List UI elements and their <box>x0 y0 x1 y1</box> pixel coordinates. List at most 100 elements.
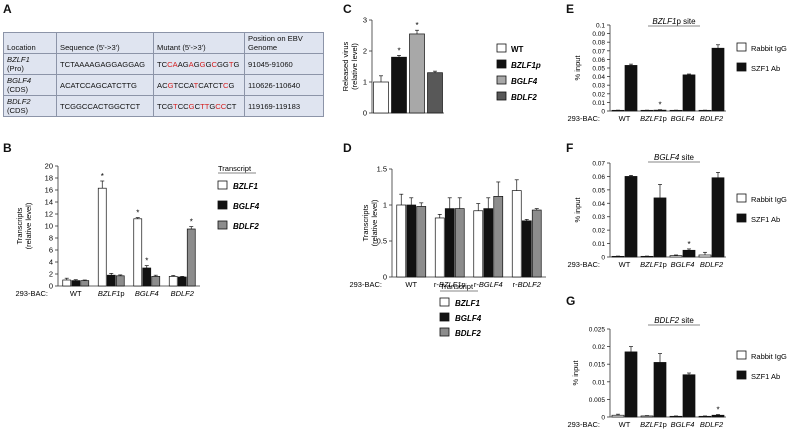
significance-star: * <box>415 21 418 30</box>
panel-letter-d: D <box>343 141 352 155</box>
bar <box>483 208 494 278</box>
y-tick-label: 3 <box>363 16 367 25</box>
sequence-segment: G <box>209 101 216 111</box>
legend-swatch <box>217 220 228 230</box>
y-tick-label: 1 <box>363 78 367 87</box>
gene-region: (CDS) <box>7 106 29 115</box>
y-tick-label: 0.03 <box>592 214 605 221</box>
mutated-base: G <box>199 59 206 69</box>
x-category-label-part: BGLF4 <box>479 280 503 289</box>
table-header-row: Location Sequence (5'->3') Mutant (5'->3… <box>3 32 324 54</box>
significance-star: * <box>136 209 139 218</box>
x-category-label: WT <box>619 420 631 429</box>
table-row: BZLF1 (Pro) TCTAAAAGAGGAGGAG TCCAAGAGGGCG… <box>3 53 324 75</box>
y-axis-label: % input <box>573 55 582 81</box>
bar <box>416 206 427 278</box>
mutated-base: A <box>188 59 194 69</box>
bar <box>653 362 667 418</box>
bar <box>711 414 725 418</box>
x-category-label-part: BDLF2 <box>700 420 724 429</box>
legend-label: Rabbit IgG <box>751 195 787 204</box>
bar <box>427 72 443 114</box>
bar <box>624 65 638 112</box>
bar <box>521 220 532 278</box>
legend-label: BZLF1 <box>233 182 258 191</box>
bar <box>80 280 90 287</box>
mutated-base: G <box>167 80 174 90</box>
bar <box>454 208 465 278</box>
chart-title-part: BZLF1 <box>652 17 676 26</box>
y-tick-label: 14 <box>45 198 53 207</box>
bar <box>669 415 683 418</box>
bar <box>698 254 712 258</box>
bar <box>444 208 455 278</box>
x-category-label-part: p <box>663 260 667 269</box>
chart-title: BDLF2 site <box>654 316 694 325</box>
y-tick-label: 0.02 <box>592 91 605 98</box>
bar <box>409 33 425 114</box>
bar <box>115 275 125 287</box>
y-tick-label: 0 <box>601 109 605 116</box>
y-tick-label: 12 <box>45 210 53 219</box>
legend-title: Transcript <box>440 282 474 291</box>
bar <box>669 255 683 258</box>
significance-star: * <box>101 172 104 181</box>
bar <box>640 255 654 258</box>
sequence-segment: AC <box>157 80 168 90</box>
significance-star: * <box>190 218 193 227</box>
y-axis-label: Transcripts <box>15 207 24 244</box>
y-axis-label: (relative level) <box>350 43 359 90</box>
x-category-label-part: BZLF1 <box>640 420 663 429</box>
x-category-label: BDLF2 <box>700 260 724 269</box>
mutant-cell: TCGTCCGCTTGCCCT <box>153 95 245 117</box>
bar <box>373 81 389 114</box>
legend-label: WT <box>511 45 524 54</box>
sequence-cell: TCGGCCACTGGCTCT <box>56 95 154 117</box>
y-tick-label: 0.06 <box>592 174 605 181</box>
y-tick-label: 0.015 <box>589 362 606 369</box>
y-tick-label: 2 <box>363 47 367 56</box>
x-category-label: BZLF1p <box>640 114 667 123</box>
significance-star: * <box>716 406 719 415</box>
sequence-segment: GG <box>217 59 229 69</box>
legend-swatch <box>736 62 747 72</box>
x-category-label-part: p <box>461 280 465 289</box>
x-category-label: BZLF1p <box>98 289 125 298</box>
legend-swatch <box>439 312 450 322</box>
legend-label: BDLF2 <box>233 222 259 231</box>
y-axis-label: % input <box>571 360 580 386</box>
y-axis-label: (relative level) <box>24 202 33 249</box>
mutated-base: T <box>173 101 178 111</box>
x-category-label-part: r- <box>474 280 479 289</box>
legend-swatch <box>439 297 450 307</box>
legend-label: SZF1 Ab <box>751 215 780 224</box>
x-category-label-part: WT <box>619 114 631 123</box>
row-label: 293-BAC: <box>567 114 600 123</box>
x-category-label: WT <box>70 289 82 298</box>
bar <box>711 47 725 112</box>
legend-label: BZLF1p <box>511 61 541 70</box>
x-category-label-part: WT <box>70 289 82 298</box>
sequence-segment: G <box>233 59 240 69</box>
position-cell: 91045-91060 <box>244 53 324 75</box>
legend-label: Rabbit IgG <box>751 44 787 53</box>
legend-swatch <box>496 91 507 101</box>
legend-label: BZLF1 <box>455 299 480 308</box>
x-category-label: WT <box>619 260 631 269</box>
mutated-base: C <box>211 59 217 69</box>
legend-label: SZF1 Ab <box>751 64 780 73</box>
row-label: 293-BAC: <box>15 289 48 298</box>
sequence-segment: CT <box>226 101 237 111</box>
mutated-base: T <box>193 80 199 90</box>
y-tick-label: 0 <box>383 273 387 282</box>
legend-swatch <box>496 43 507 53</box>
y-tick-label: 0.01 <box>592 379 605 386</box>
legend-swatch <box>496 75 507 85</box>
x-category-label-part: BDLF2 <box>700 114 724 123</box>
bar <box>653 197 667 258</box>
panel-letter-b: B <box>3 141 12 155</box>
x-category-label: BZLF1p <box>640 260 667 269</box>
bar <box>142 267 152 287</box>
bar <box>624 176 638 258</box>
sequence-segment: CATCT <box>198 80 223 90</box>
